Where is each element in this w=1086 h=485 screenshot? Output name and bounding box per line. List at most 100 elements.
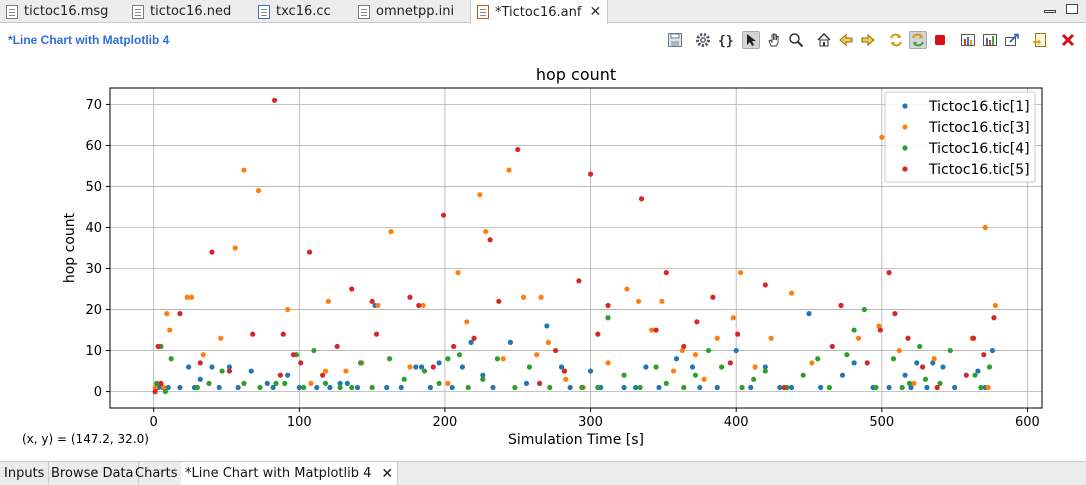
editor-tab-ned[interactable]: tictoc16.ned xyxy=(132,0,231,23)
close-tab-icon[interactable]: ✕ xyxy=(589,4,602,20)
data-point xyxy=(937,380,943,386)
export-data-icon[interactable] xyxy=(1003,31,1021,49)
axis-ticks: 0 100 200 300 400 500 600 0 10 20 30 40 50 60 70 xyxy=(85,98,1039,430)
legend-marker xyxy=(902,145,908,151)
back-arrow-icon[interactable] xyxy=(837,31,855,49)
data-point xyxy=(349,286,355,292)
chart-legend: Tictoc16.tic[1] Tictoc16.tic[3] Tictoc16.t… xyxy=(884,91,1036,183)
data-point xyxy=(558,364,565,370)
data-point xyxy=(165,384,171,391)
data-point xyxy=(905,335,911,341)
data-point xyxy=(906,380,913,386)
braces-icon[interactable]: {} xyxy=(716,31,734,49)
editor-tab-label: tictoc16.msg xyxy=(24,4,109,19)
data-point xyxy=(705,347,712,354)
export-image-icon[interactable] xyxy=(1031,31,1049,49)
editor-tab-cc[interactable]: txc16.cc xyxy=(258,0,331,23)
data-point xyxy=(681,343,687,350)
save-icon[interactable] xyxy=(666,31,684,49)
chart-export-icon[interactable] xyxy=(981,31,999,49)
pointer-icon[interactable] xyxy=(742,31,760,49)
y-tick-label: 20 xyxy=(85,303,102,318)
plot-area xyxy=(109,87,1043,409)
legend-entry: Tictoc16.tic[1] xyxy=(928,99,1030,115)
data-point xyxy=(427,384,433,391)
stop-icon[interactable] xyxy=(931,31,949,49)
data-point xyxy=(285,372,291,378)
data-point xyxy=(919,364,926,370)
data-point xyxy=(248,368,254,374)
gear-icon[interactable] xyxy=(694,31,712,49)
data-point xyxy=(487,237,493,243)
data-point xyxy=(656,384,662,391)
tab-inputs[interactable]: Inputs xyxy=(0,462,50,485)
data-point xyxy=(970,335,977,341)
editor-tab-anf[interactable]: *Tictoc16.anf ✕ xyxy=(470,0,609,24)
data-point xyxy=(777,384,783,391)
data-point xyxy=(890,356,897,362)
zoom-icon[interactable] xyxy=(787,31,805,49)
data-point xyxy=(692,352,699,358)
data-point xyxy=(917,343,923,350)
data-point xyxy=(282,380,288,386)
data-point xyxy=(975,368,981,374)
pan-hand-icon[interactable] xyxy=(765,31,783,49)
minimize-icon[interactable] xyxy=(1044,10,1056,13)
y-axis-label: hop count xyxy=(62,212,78,283)
legend-marker xyxy=(902,103,908,109)
bottom-tab-bar: Inputs Browse Data Charts *Line Chart wi… xyxy=(0,461,1086,485)
series-3 xyxy=(154,306,993,395)
close-tab-icon[interactable]: ✕ xyxy=(381,465,394,482)
data-point xyxy=(277,372,283,378)
data-point xyxy=(337,380,343,386)
hop-count-chart[interactable]: 0 100 200 300 400 500 600 0 10 20 30 40 50 60 70 hop c… xyxy=(0,54,1086,459)
data-point xyxy=(762,364,768,370)
editor-tab-msg[interactable]: tictoc16.msg xyxy=(6,0,108,23)
data-point xyxy=(947,347,953,354)
data-point xyxy=(851,360,857,366)
data-point xyxy=(659,298,665,304)
data-point xyxy=(633,384,639,391)
y-tick-label: 60 xyxy=(85,139,102,154)
data-point xyxy=(494,356,500,362)
chart-grid xyxy=(110,88,1042,408)
data-point xyxy=(419,364,425,370)
close-red-icon[interactable] xyxy=(1059,31,1077,49)
data-point xyxy=(924,384,930,391)
data-point xyxy=(673,356,680,362)
data-point xyxy=(861,306,867,313)
maximize-icon[interactable] xyxy=(1066,4,1078,14)
tab-label: Charts xyxy=(135,466,178,481)
tab-charts[interactable]: Charts xyxy=(131,462,183,485)
data-point xyxy=(477,192,483,198)
data-point xyxy=(177,384,183,391)
data-point xyxy=(940,364,946,370)
data-point xyxy=(500,356,506,362)
chart-copy-icon[interactable] xyxy=(959,31,977,49)
data-point xyxy=(636,298,642,304)
data-point xyxy=(992,302,999,309)
ini-file-icon xyxy=(358,4,370,19)
data-point xyxy=(737,270,744,276)
data-point xyxy=(826,384,832,391)
data-point xyxy=(986,364,993,370)
data-point xyxy=(320,372,326,378)
forward-arrow-icon[interactable] xyxy=(859,31,877,49)
data-point xyxy=(322,368,329,374)
data-point xyxy=(762,282,768,288)
cpp-file-icon xyxy=(258,4,270,19)
data-point xyxy=(343,368,349,374)
data-point xyxy=(567,384,573,391)
home-icon[interactable] xyxy=(815,31,833,49)
data-point xyxy=(547,384,553,391)
data-point xyxy=(663,270,669,276)
refresh-icon[interactable] xyxy=(887,31,905,49)
data-point xyxy=(158,380,164,386)
data-point xyxy=(981,352,987,358)
data-point xyxy=(520,294,527,300)
data-point xyxy=(752,364,758,370)
tab-line-chart[interactable]: *Line Chart with Matplotlib 4 ✕ xyxy=(181,462,399,485)
auto-refresh-icon[interactable] xyxy=(909,31,927,49)
editor-tab-ini[interactable]: omnetpp.ini xyxy=(358,0,454,23)
tab-browse-data[interactable]: Browse Data xyxy=(47,462,139,485)
